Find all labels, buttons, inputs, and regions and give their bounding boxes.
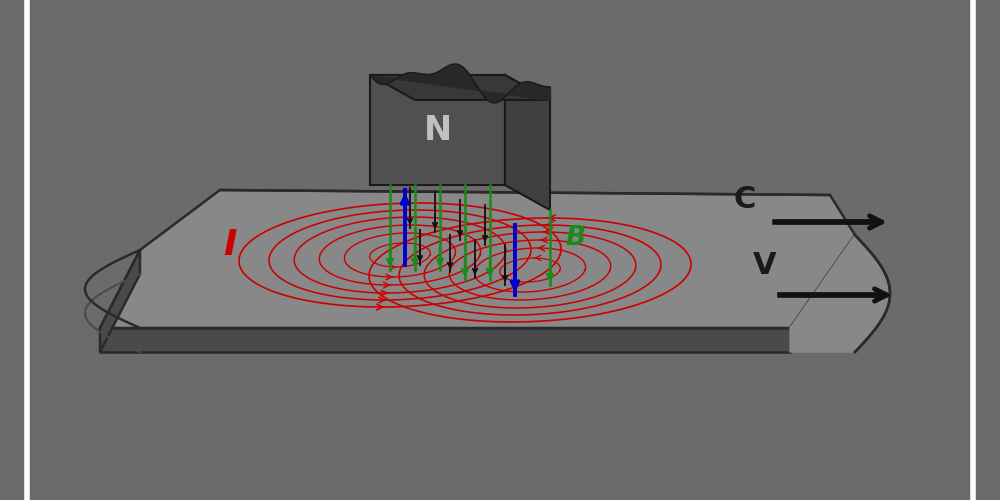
Polygon shape bbox=[100, 328, 790, 352]
Polygon shape bbox=[370, 75, 550, 100]
Text: B: B bbox=[565, 225, 585, 251]
Polygon shape bbox=[370, 75, 505, 185]
Text: C: C bbox=[734, 186, 756, 214]
Polygon shape bbox=[100, 190, 855, 328]
Text: N: N bbox=[423, 114, 452, 146]
Text: I: I bbox=[223, 228, 237, 262]
Polygon shape bbox=[100, 250, 140, 352]
Polygon shape bbox=[505, 75, 550, 210]
Text: V: V bbox=[753, 250, 777, 280]
Polygon shape bbox=[790, 235, 890, 352]
